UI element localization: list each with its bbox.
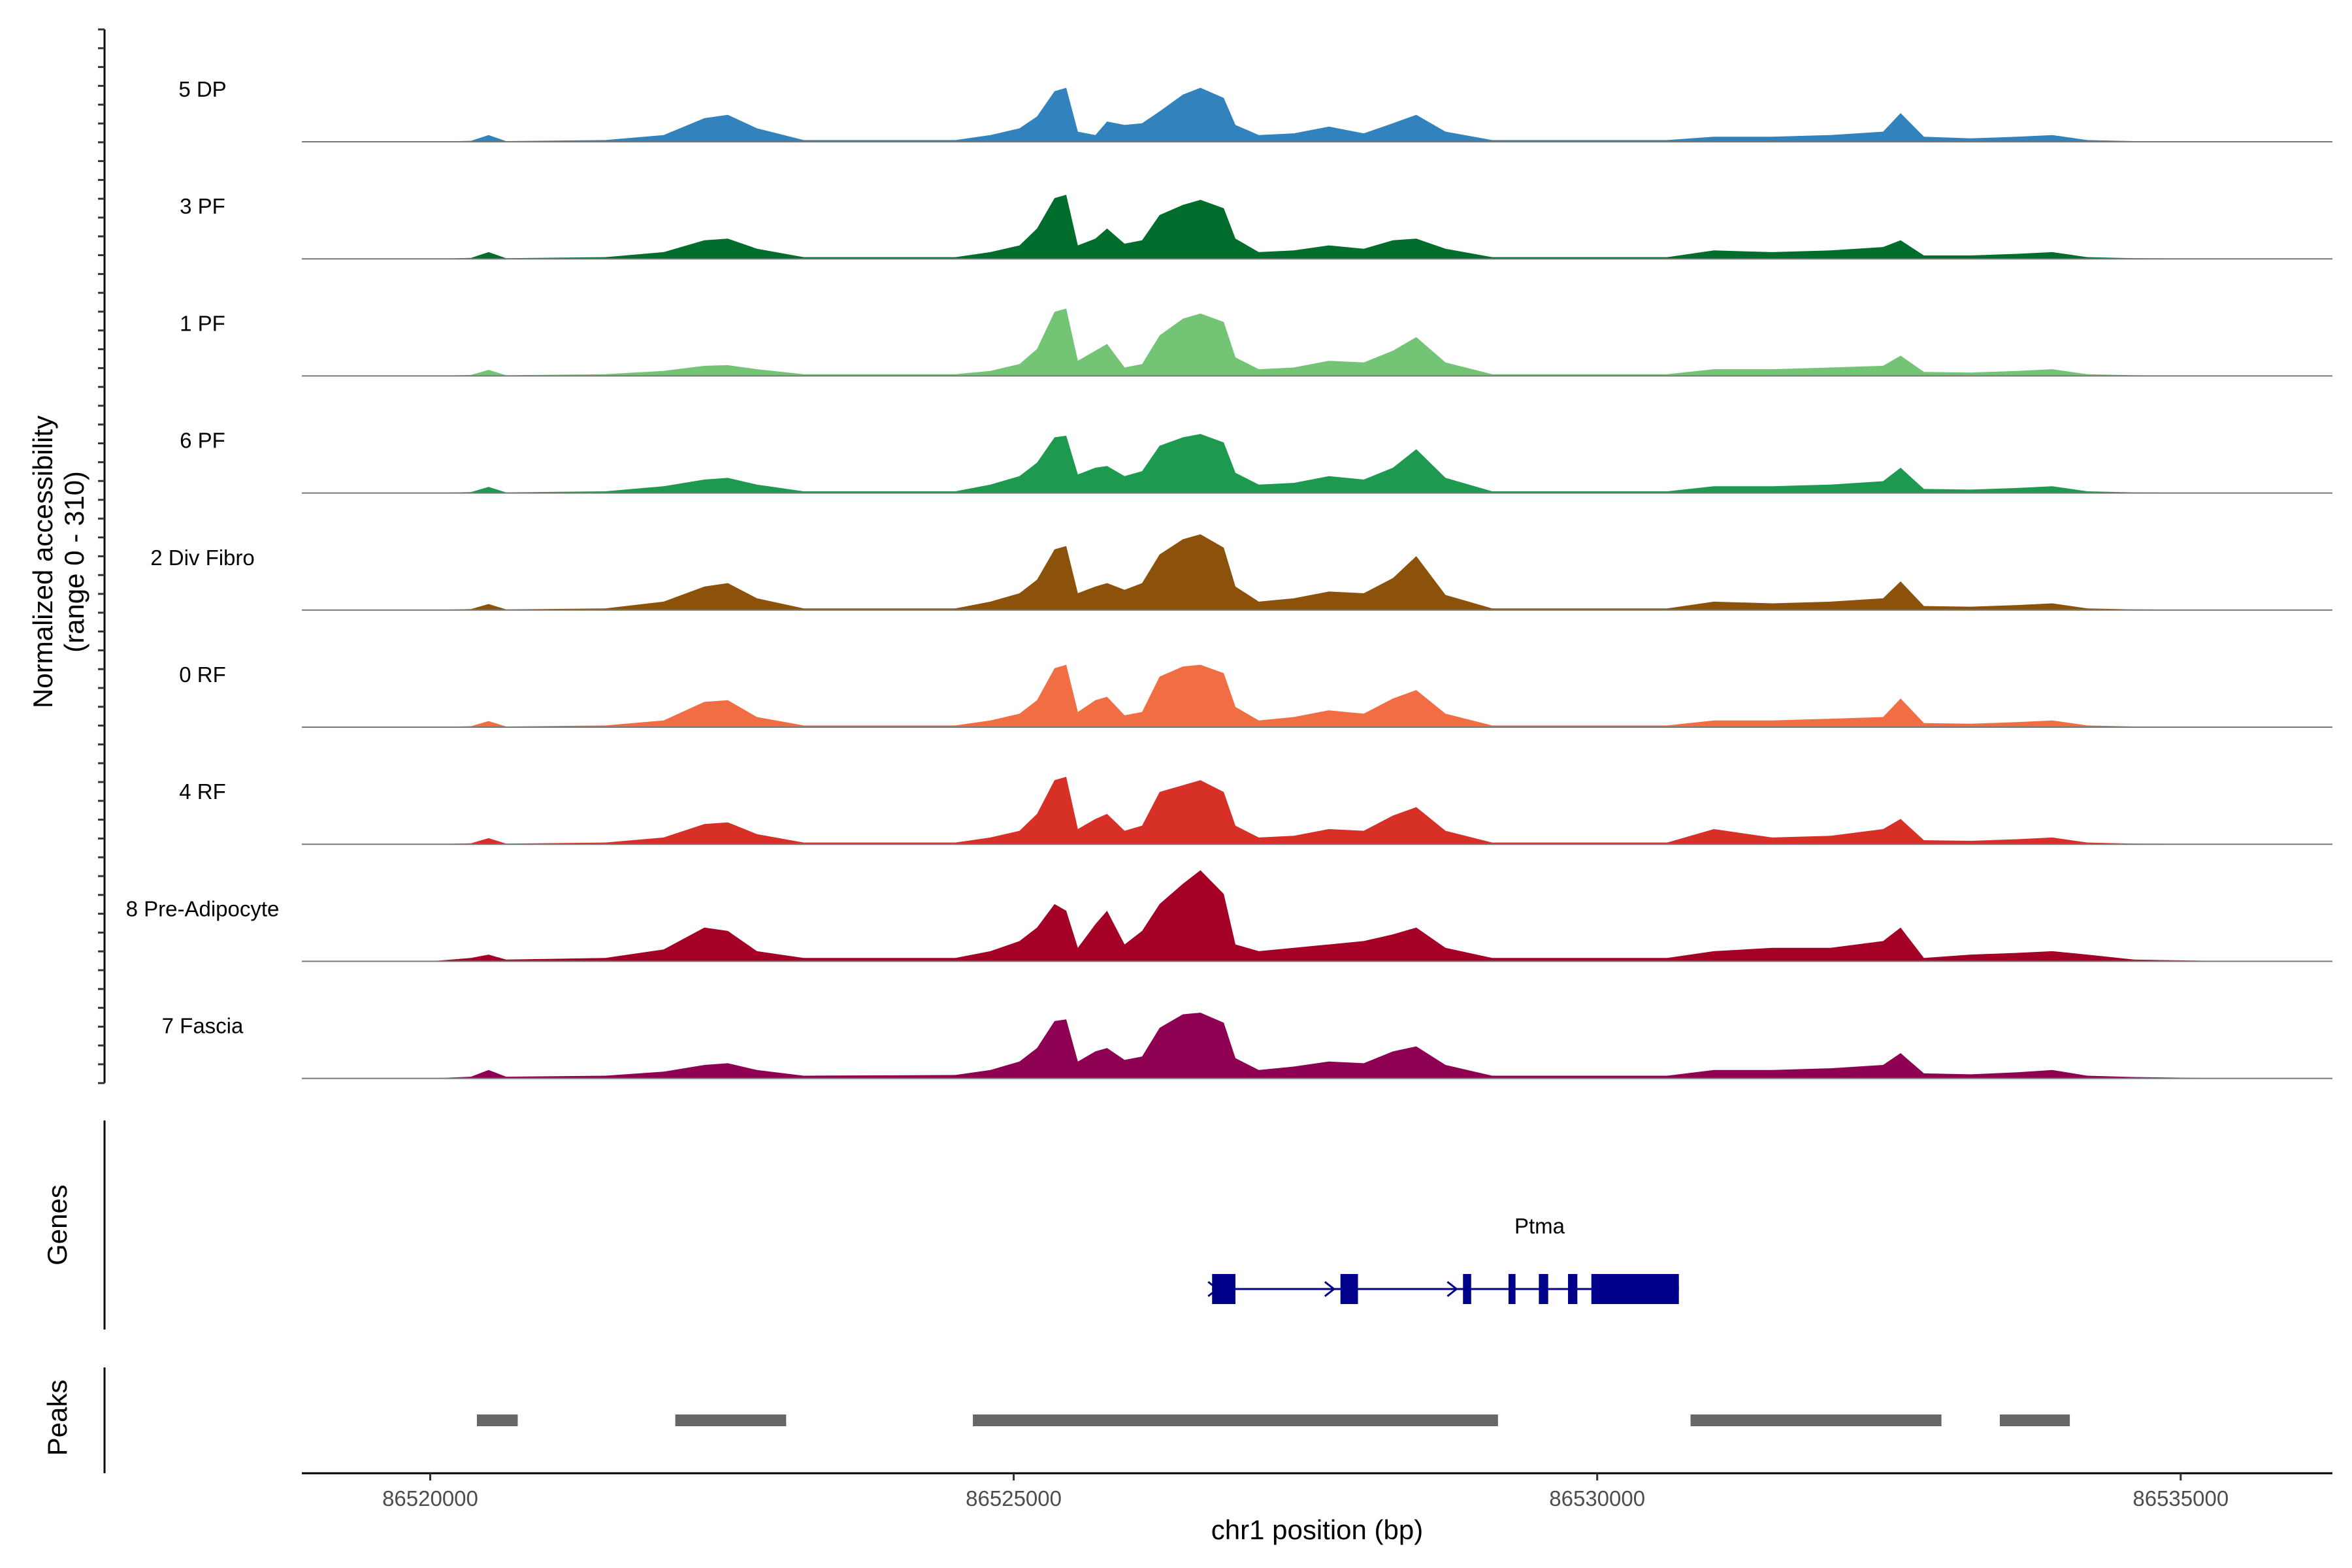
track-label: 4 RF bbox=[179, 779, 226, 804]
track-label: 8 Pre-Adipocyte bbox=[126, 896, 280, 921]
peak-region bbox=[476, 1414, 518, 1426]
peak-region bbox=[1999, 1414, 2070, 1426]
coverage-area bbox=[302, 870, 2332, 962]
gene-direction-arrow bbox=[1207, 1281, 1219, 1298]
track-label: 3 PF bbox=[180, 194, 225, 218]
track-label: 6 PF bbox=[180, 429, 225, 453]
track-label: 2 Div Fibro bbox=[150, 546, 255, 570]
coverage-area bbox=[302, 777, 2332, 845]
x-tick-label: 86520000 bbox=[382, 1486, 478, 1511]
x-axis-title: chr1 position (bp) bbox=[1211, 1514, 1424, 1545]
coverage-track: 6 PF bbox=[180, 429, 2332, 494]
track-label: 7 Fascia bbox=[162, 1014, 244, 1038]
coverage-track: 3 PF bbox=[180, 194, 2332, 260]
gene-exon bbox=[1591, 1274, 1679, 1304]
coverage-track: 0 RF bbox=[179, 662, 2332, 728]
x-tick-label: 86535000 bbox=[2132, 1486, 2229, 1511]
gene-exon bbox=[1539, 1274, 1548, 1304]
gene-exon bbox=[1212, 1274, 1235, 1304]
y-axis-title-line-1: Normalized accessibility bbox=[27, 416, 58, 708]
track-label: 1 PF bbox=[180, 311, 225, 335]
peak-region bbox=[1690, 1414, 1942, 1426]
track-label: 5 DP bbox=[178, 77, 226, 101]
gene-direction-arrow bbox=[1324, 1281, 1336, 1298]
coverage-area bbox=[302, 308, 2332, 376]
x-tick-label: 86525000 bbox=[966, 1486, 1062, 1511]
coverage-area bbox=[302, 664, 2332, 727]
coverage-track: 4 RF bbox=[179, 777, 2332, 845]
gene-exon bbox=[1340, 1274, 1358, 1304]
coverage-tracks: 5 DP 3 PF 1 PF 6 PF 2 Div Fibro 0 RF 4 RF 8 Pre… bbox=[126, 77, 2332, 1079]
gene-name-label: Ptma bbox=[1514, 1214, 1565, 1238]
coverage-track: 7 Fascia bbox=[162, 1013, 2332, 1079]
coverage-area bbox=[302, 195, 2332, 259]
coverage-area bbox=[302, 88, 2332, 142]
gene-exon bbox=[1508, 1274, 1516, 1304]
genes-track-label: Genes bbox=[42, 1184, 73, 1266]
peak-track bbox=[103, 1367, 2070, 1473]
gene-direction-arrow bbox=[1446, 1281, 1458, 1298]
coverage-area bbox=[302, 1013, 2332, 1079]
gene-track: Ptma bbox=[103, 1120, 1679, 1330]
y-axis-title: Normalized accessibility(range 0 - 310) bbox=[27, 416, 90, 708]
peak-region bbox=[973, 1414, 1498, 1426]
x-tick-label: 86530000 bbox=[1549, 1486, 1645, 1511]
peaks-track-label: Peaks bbox=[42, 1380, 73, 1456]
coverage-area bbox=[302, 534, 2332, 610]
peak-region bbox=[675, 1414, 787, 1426]
y-axis-title-line-2: (range 0 - 310) bbox=[59, 471, 90, 653]
coverage-track: 8 Pre-Adipocyte bbox=[126, 870, 2332, 962]
gene-exon bbox=[1568, 1274, 1578, 1304]
coverage-area bbox=[302, 434, 2332, 493]
coverage-track: 1 PF bbox=[180, 308, 2332, 377]
coverage-track: 2 Div Fibro bbox=[150, 534, 2332, 611]
track-label: 0 RF bbox=[179, 662, 226, 687]
coverage-track: 5 DP bbox=[178, 77, 2332, 142]
x-axis: 86520000 86525000 86530000 86535000 bbox=[302, 1472, 2332, 1511]
coverage-y-axis bbox=[98, 28, 106, 1085]
gene-exon bbox=[1463, 1274, 1471, 1304]
